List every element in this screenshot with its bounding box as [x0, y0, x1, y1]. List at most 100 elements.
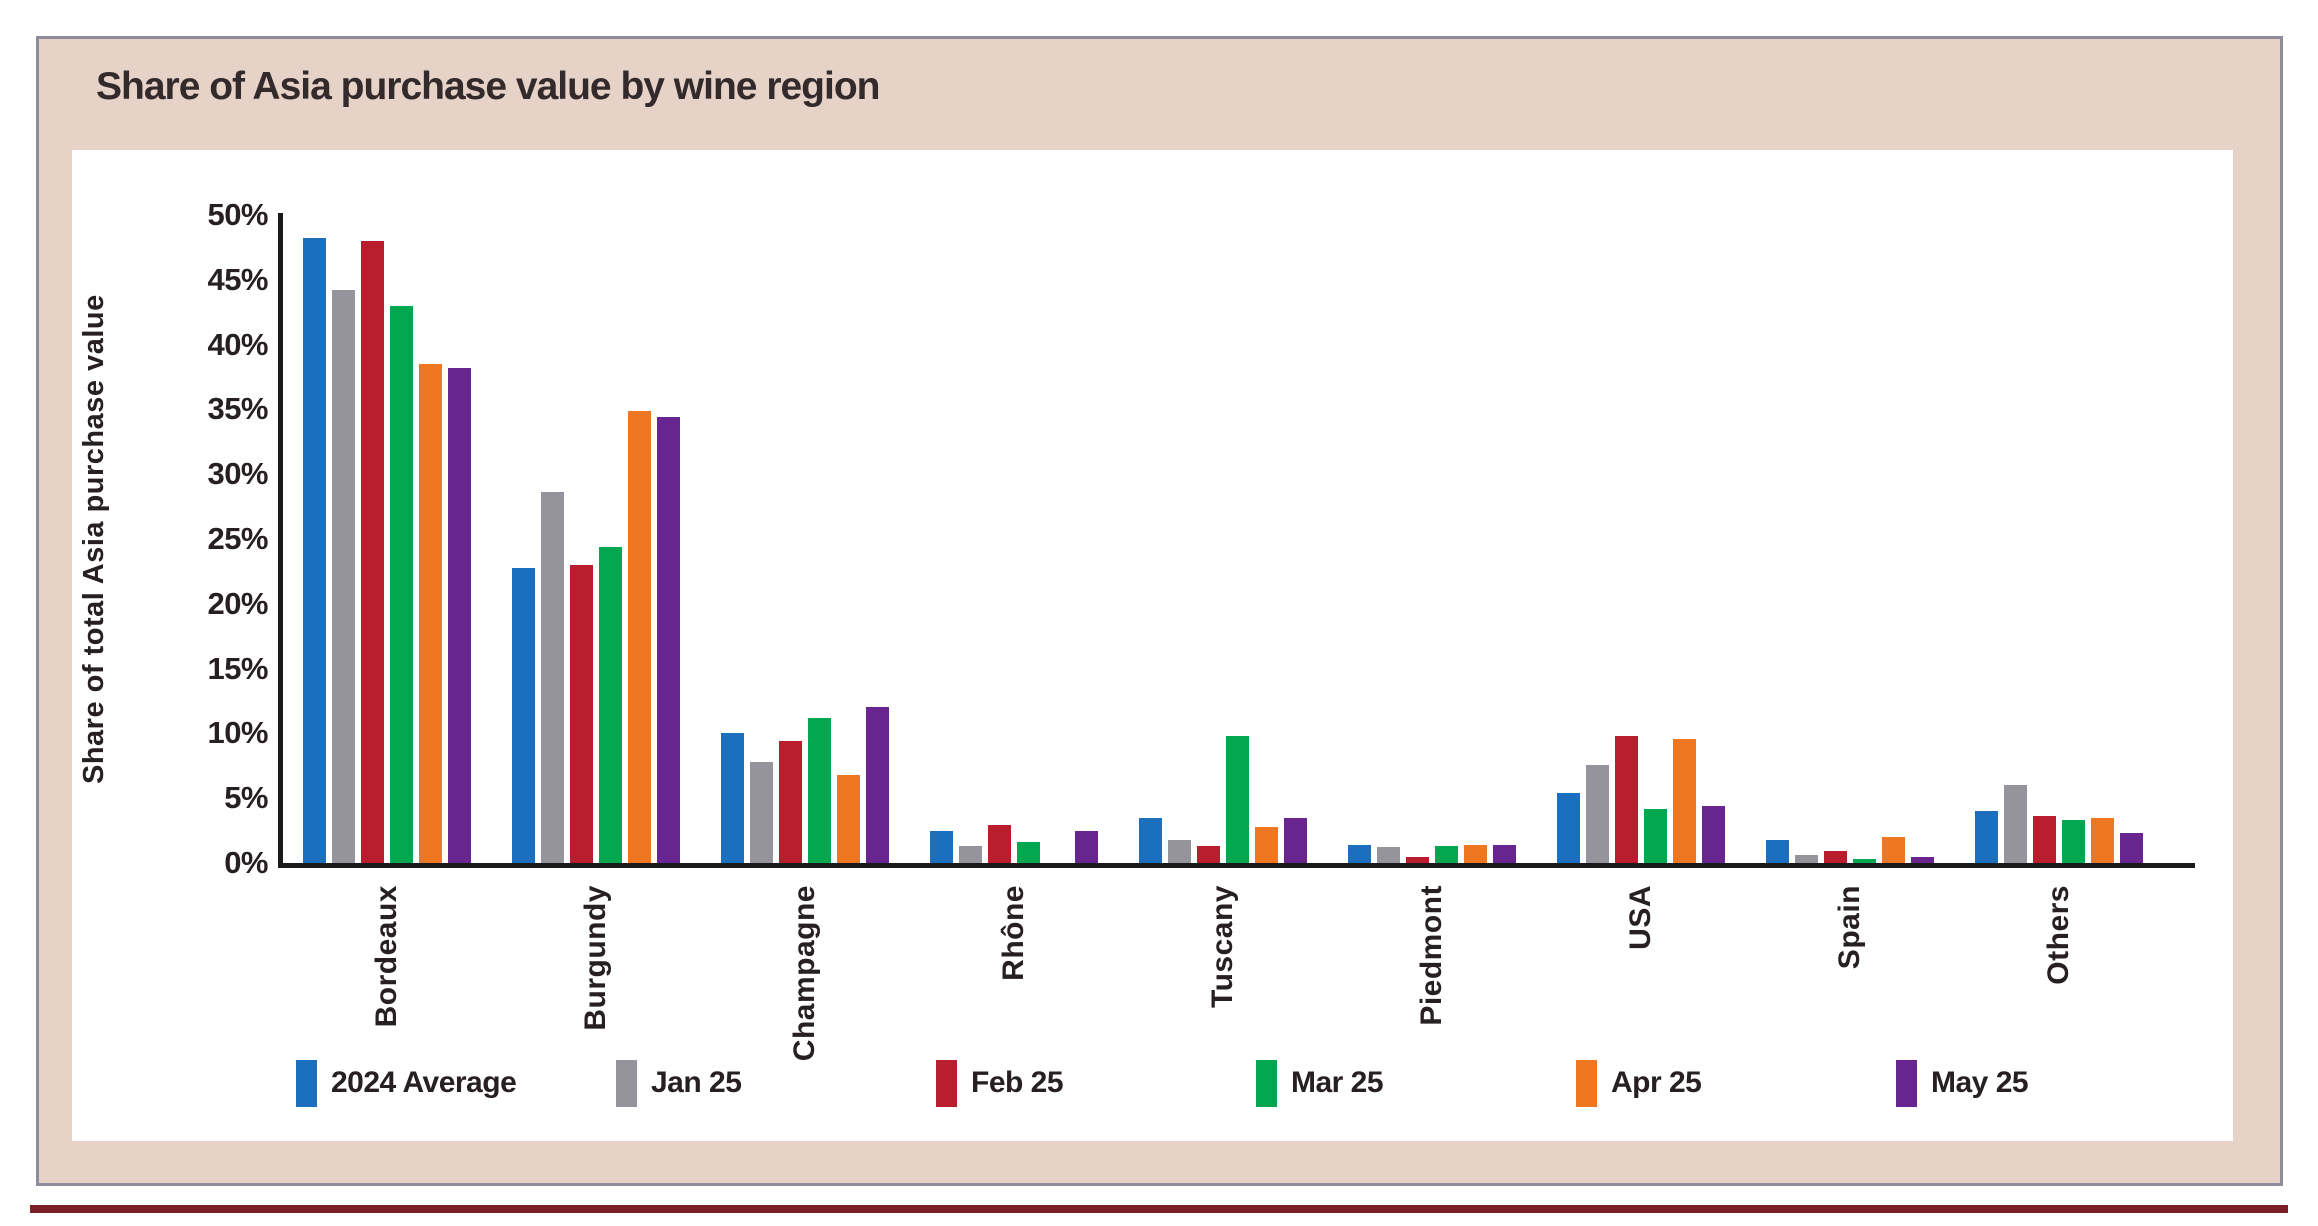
- bar-jan-25-piedmont: [1377, 847, 1400, 863]
- legend-swatch-mar-25: [1256, 1059, 1277, 1107]
- legend-swatch-2024-average: [296, 1059, 317, 1107]
- bar-2024-average-bordeaux: [303, 238, 326, 863]
- bar-mar-25-bordeaux: [390, 306, 413, 863]
- bar-mar-25-spain: [1853, 859, 1876, 863]
- bar-mar-25-tuscany: [1226, 736, 1249, 863]
- bar-group-tuscany: Tuscany: [1139, 215, 1307, 1008]
- category-label-champagne: Champagne: [721, 885, 889, 1061]
- bar-group-bordeaux: Bordeaux: [303, 215, 471, 1027]
- y-tick-label: 40%: [207, 326, 268, 362]
- category-label-text: Spain: [1833, 885, 1866, 970]
- y-tick-label: 50%: [207, 197, 268, 232]
- bar-2024-average-piedmont: [1348, 845, 1371, 863]
- bar-jan-25-usa: [1586, 765, 1609, 863]
- legend-item-feb-25: Feb 25: [936, 1059, 1256, 1107]
- bar-feb-25-spain: [1824, 851, 1847, 863]
- category-label-rhone: Rhône: [930, 885, 1098, 981]
- bar-apr-25-usa: [1673, 739, 1696, 863]
- x-axis-line: [278, 863, 2195, 868]
- legend-item-may-25: May 25: [1896, 1059, 2216, 1107]
- y-tick-label: 45%: [207, 261, 268, 297]
- bar-apr-25-burgundy: [628, 411, 651, 863]
- bar-group-rhone: Rhône: [930, 215, 1098, 981]
- bar-2024-average-burgundy: [512, 568, 535, 863]
- bar-group-burgundy: Burgundy: [512, 215, 680, 1031]
- legend-item-apr-25: Apr 25: [1576, 1059, 1896, 1107]
- y-tick-label: 5%: [224, 780, 268, 816]
- bar-jan-25-rhone: [959, 846, 982, 863]
- bar-may-25-spain: [1911, 857, 1934, 863]
- category-label-burgundy: Burgundy: [512, 885, 680, 1031]
- bar-apr-25-champagne: [837, 775, 860, 863]
- legend-label: Feb 25: [971, 1066, 1064, 1099]
- legend-swatch-may-25: [1896, 1059, 1917, 1107]
- bottom-rule: [30, 1205, 2288, 1213]
- bar-group-spain: Spain: [1766, 215, 1934, 969]
- bar-2024-average-usa: [1557, 793, 1580, 863]
- plot-area: Bordeaux Burgundy Champagne Rhône Tuscany Pie…: [283, 215, 2189, 1061]
- bar-feb-25-bordeaux: [361, 241, 384, 863]
- y-tick-label: 10%: [207, 715, 268, 751]
- y-tick-label: 25%: [207, 520, 268, 556]
- category-label-text: Tuscany: [1206, 885, 1239, 1008]
- bar-feb-25-champagne: [779, 741, 802, 863]
- chart-panel: Share of total Asia purchase value 50% 45…: [72, 150, 2233, 1141]
- bar-feb-25-usa: [1615, 736, 1638, 863]
- bar-may-25-others: [2120, 833, 2143, 863]
- legend: 2024 Average Jan 25 Feb 25 Mar 25 Apr 25 May …: [283, 1056, 2189, 1110]
- bar-2024-average-champagne: [721, 733, 744, 863]
- category-label-text: USA: [1624, 885, 1657, 950]
- bar-2024-average-rhone: [930, 831, 953, 863]
- category-label-others: Others: [1975, 885, 2143, 985]
- bar-group-piedmont: Piedmont: [1348, 215, 1516, 1026]
- y-ticks: 50% 45% 40% 35% 30% 25% 20% 15% 10% 5% 0%: [132, 197, 268, 881]
- bar-may-25-rhone: [1075, 831, 1098, 863]
- legend-label: Apr 25: [1611, 1066, 1702, 1099]
- legend-swatch-apr-25: [1576, 1059, 1597, 1107]
- legend-swatch-feb-25: [936, 1059, 957, 1107]
- chart-title: Share of Asia purchase value by wine reg…: [96, 65, 880, 108]
- bar-feb-25-tuscany: [1197, 846, 1220, 863]
- bar-may-25-tuscany: [1284, 818, 1307, 863]
- legend-label: Mar 25: [1291, 1066, 1384, 1099]
- bar-apr-25-bordeaux: [419, 364, 442, 863]
- bar-jan-25-bordeaux: [332, 290, 355, 863]
- bar-feb-25-burgundy: [570, 565, 593, 863]
- category-label-usa: USA: [1557, 885, 1725, 950]
- bar-2024-average-others: [1975, 811, 1998, 863]
- bar-feb-25-others: [2033, 816, 2056, 863]
- bar-jan-25-others: [2004, 785, 2027, 863]
- bar-may-25-burgundy: [657, 417, 680, 863]
- legend-label: 2024 Average: [331, 1066, 517, 1099]
- legend-item-jan-25: Jan 25: [616, 1059, 936, 1107]
- bar-feb-25-rhone: [988, 825, 1011, 863]
- legend-item-mar-25: Mar 25: [1256, 1059, 1576, 1107]
- y-tick-label: 30%: [207, 456, 268, 492]
- bar-mar-25-rhone: [1017, 842, 1040, 863]
- category-label-text: Rhône: [997, 885, 1030, 981]
- bar-apr-25-others: [2091, 818, 2114, 863]
- bar-jan-25-tuscany: [1168, 840, 1191, 863]
- bar-may-25-bordeaux: [448, 368, 471, 863]
- bar-jan-25-champagne: [750, 762, 773, 863]
- chart-frame: Share of Asia purchase value by wine reg…: [36, 36, 2283, 1186]
- bar-2024-average-tuscany: [1139, 818, 1162, 863]
- category-label-text: Burgundy: [579, 885, 612, 1031]
- bar-group-usa: USA: [1557, 215, 1725, 950]
- category-label-bordeaux: Bordeaux: [303, 885, 471, 1027]
- legend-item-2024-average: 2024 Average: [296, 1059, 616, 1107]
- category-label-tuscany: Tuscany: [1139, 885, 1307, 1008]
- y-tick-label: 20%: [207, 585, 268, 621]
- category-label-text: Piedmont: [1415, 885, 1448, 1026]
- legend-label: May 25: [1931, 1066, 2029, 1099]
- y-tick-label: 15%: [207, 650, 268, 686]
- bar-mar-25-usa: [1644, 809, 1667, 863]
- bar-mar-25-piedmont: [1435, 846, 1458, 863]
- category-label-text: Bordeaux: [370, 885, 403, 1028]
- bar-feb-25-piedmont: [1406, 857, 1429, 863]
- y-tick-label: 35%: [207, 391, 268, 427]
- legend-label: Jan 25: [651, 1066, 742, 1099]
- bar-apr-25-piedmont: [1464, 845, 1487, 863]
- category-label-text: Others: [2042, 885, 2075, 985]
- bar-may-25-usa: [1702, 806, 1725, 863]
